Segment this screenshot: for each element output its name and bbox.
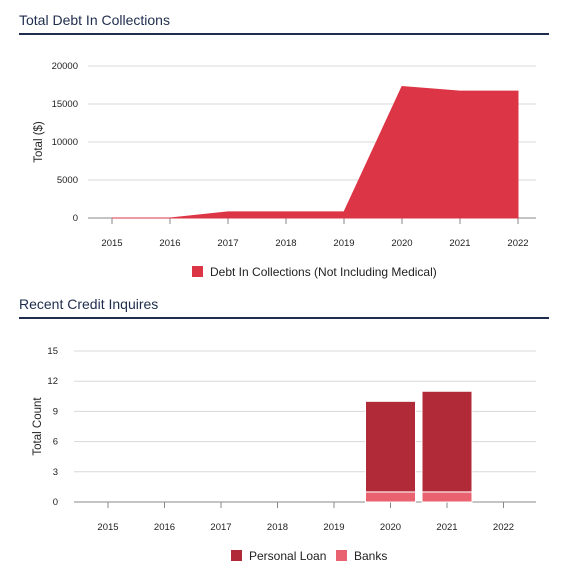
x-tick-label: 2020: [380, 522, 401, 533]
legend-swatch-debt: [192, 266, 203, 277]
x-tick-label: 2019: [323, 522, 344, 533]
credit-inquiries-chart: 0 3 6 9 12 15 2015 2016 2017 2018 2019 2020 2021 2022…: [32, 346, 536, 563]
x-tick-label: 2017: [210, 522, 231, 533]
debt-collections-chart: 0 5000 10000 15000 20000 2015 2016 2017 2018 2019…: [33, 61, 536, 279]
bar-banks: [421, 491, 473, 503]
inquiries-chart-title: Recent Credit Inquires: [19, 296, 159, 312]
y-tick-label: 0: [53, 497, 58, 508]
y-tick-label: 5000: [57, 175, 78, 186]
y-tick-label: 10000: [52, 137, 78, 148]
x-tick-label: 2016: [154, 522, 175, 533]
legend-label-debt: Debt In Collections (Not Including Medic…: [210, 265, 437, 279]
legend-label-banks: Banks: [354, 549, 387, 563]
legend-swatch-banks: [336, 550, 347, 561]
y-axis-label: Total ($): [33, 121, 45, 163]
x-tick-label: 2022: [507, 238, 528, 249]
x-tick-label: 2021: [449, 238, 470, 249]
x-tick-label: 2019: [333, 238, 354, 249]
x-tick-label: 2022: [493, 522, 514, 533]
x-tick-label: 2020: [391, 238, 412, 249]
legend-label-personal-loan: Personal Loan: [249, 549, 326, 563]
bar-personal-loan: [365, 400, 416, 493]
x-tick-label: 2018: [275, 238, 296, 249]
bar-personal-loan: [421, 390, 473, 493]
y-tick-label: 15: [47, 346, 58, 357]
x-tick-label: 2015: [97, 522, 118, 533]
debt-chart-title: Total Debt In Collections: [19, 12, 170, 28]
bar-banks: [365, 491, 416, 503]
legend-swatch-personal-loan: [231, 550, 242, 561]
x-tick-label: 2018: [267, 522, 288, 533]
y-tick-label: 15000: [52, 99, 78, 110]
y-axis-label: Total Count: [32, 397, 44, 456]
debt-title-rule: [19, 33, 549, 35]
x-tick-label: 2015: [101, 238, 122, 249]
y-tick-label: 6: [53, 437, 58, 448]
debt-area-series: [112, 85, 519, 219]
y-tick-label: 3: [53, 467, 58, 478]
y-tick-label: 9: [53, 406, 58, 417]
y-tick-label: 0: [73, 213, 78, 224]
inquiries-title-rule: [19, 317, 549, 319]
y-tick-label: 12: [47, 376, 58, 387]
x-tick-label: 2016: [159, 238, 180, 249]
x-tick-label: 2021: [436, 522, 457, 533]
x-tick-label: 2017: [217, 238, 238, 249]
y-tick-label: 20000: [52, 61, 78, 72]
